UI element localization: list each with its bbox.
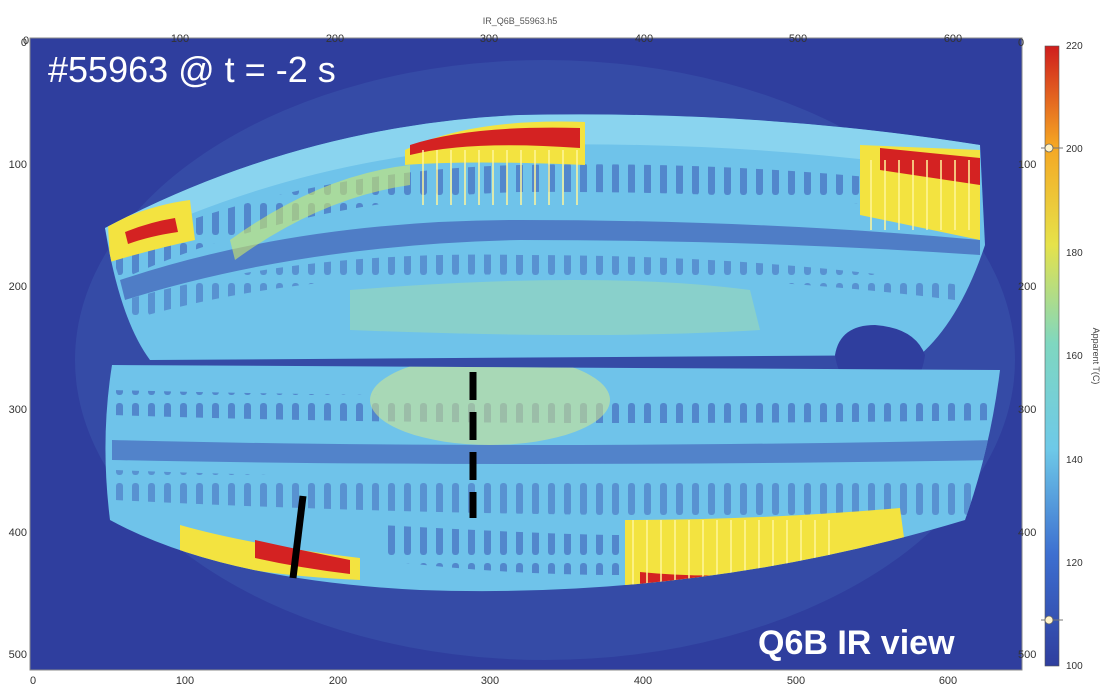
x-tick-label: 100 [171,33,189,45]
y-tick-label: 200 [9,281,27,293]
colorbar-gradient [1044,45,1060,667]
x-axis-bottom: 0 100 200 300 400 500 600 [30,675,957,687]
y-axis-right: 0 100 200 300 400 500 [1018,37,1036,661]
y-tick-label: 200 [1018,281,1036,293]
x-tick-label: 400 [634,675,652,687]
y-tick-label: 400 [1018,527,1036,539]
x-tick-label: 0 [30,675,36,687]
x-tick-label: 200 [326,33,344,45]
x-tick-label: 500 [787,675,805,687]
colorbar-tick-label: 200 [1066,144,1083,155]
shot-label: #55963 @ t = -2 s [48,49,336,90]
y-tick-label: 400 [9,527,27,539]
x-tick-label: 0 [23,35,29,47]
colorbar-tick-label: 140 [1066,455,1083,466]
colorbar-tick-label: 100 [1066,661,1083,672]
plot-frame [29,37,1023,671]
lower-divertor-panel [105,365,1001,592]
y-tick-label: 300 [9,404,27,416]
upper-divertor-panel [105,114,985,360]
x-tick-label: 200 [329,675,347,687]
y-tick-label: 0 [21,37,27,49]
x-tick-label: 300 [481,675,499,687]
y-tick-label: 100 [1018,159,1036,171]
view-label: Q6B IR view [758,624,955,662]
x-tick-label: 600 [939,675,957,687]
x-tick-label: 600 [944,33,962,45]
colorbar-tick-label: 180 [1066,248,1083,259]
marker-solid-line [289,495,307,579]
y-tick-label: 500 [1018,649,1036,661]
y-axis-left: 0 100 200 300 400 500 [9,37,27,661]
colorbar-tick-label: 160 [1066,351,1083,362]
colorbar-title: Apparent T(C) [1091,328,1101,385]
file-title: IR_Q6B_55963.h5 [483,16,558,26]
y-tick-label: 100 [9,159,27,171]
colorbar-handle[interactable] [1044,615,1054,625]
colorbar-tick-label: 220 [1066,41,1083,52]
x-tick-label: 400 [635,33,653,45]
x-tick-label: 300 [480,33,498,45]
colorbar-tick-label: 120 [1066,558,1083,569]
y-tick-label: 500 [9,649,27,661]
colorbar: 220 200 180 160 140 120 100 Apparent T(C… [1041,41,1101,672]
x-tick-label: 100 [176,675,194,687]
x-axis-top: 0 100 200 300 400 500 600 [23,33,962,47]
y-tick-label: 300 [1018,404,1036,416]
y-tick-label: 0 [1018,37,1024,49]
colorbar-handle[interactable] [1044,143,1054,153]
x-tick-label: 500 [789,33,807,45]
